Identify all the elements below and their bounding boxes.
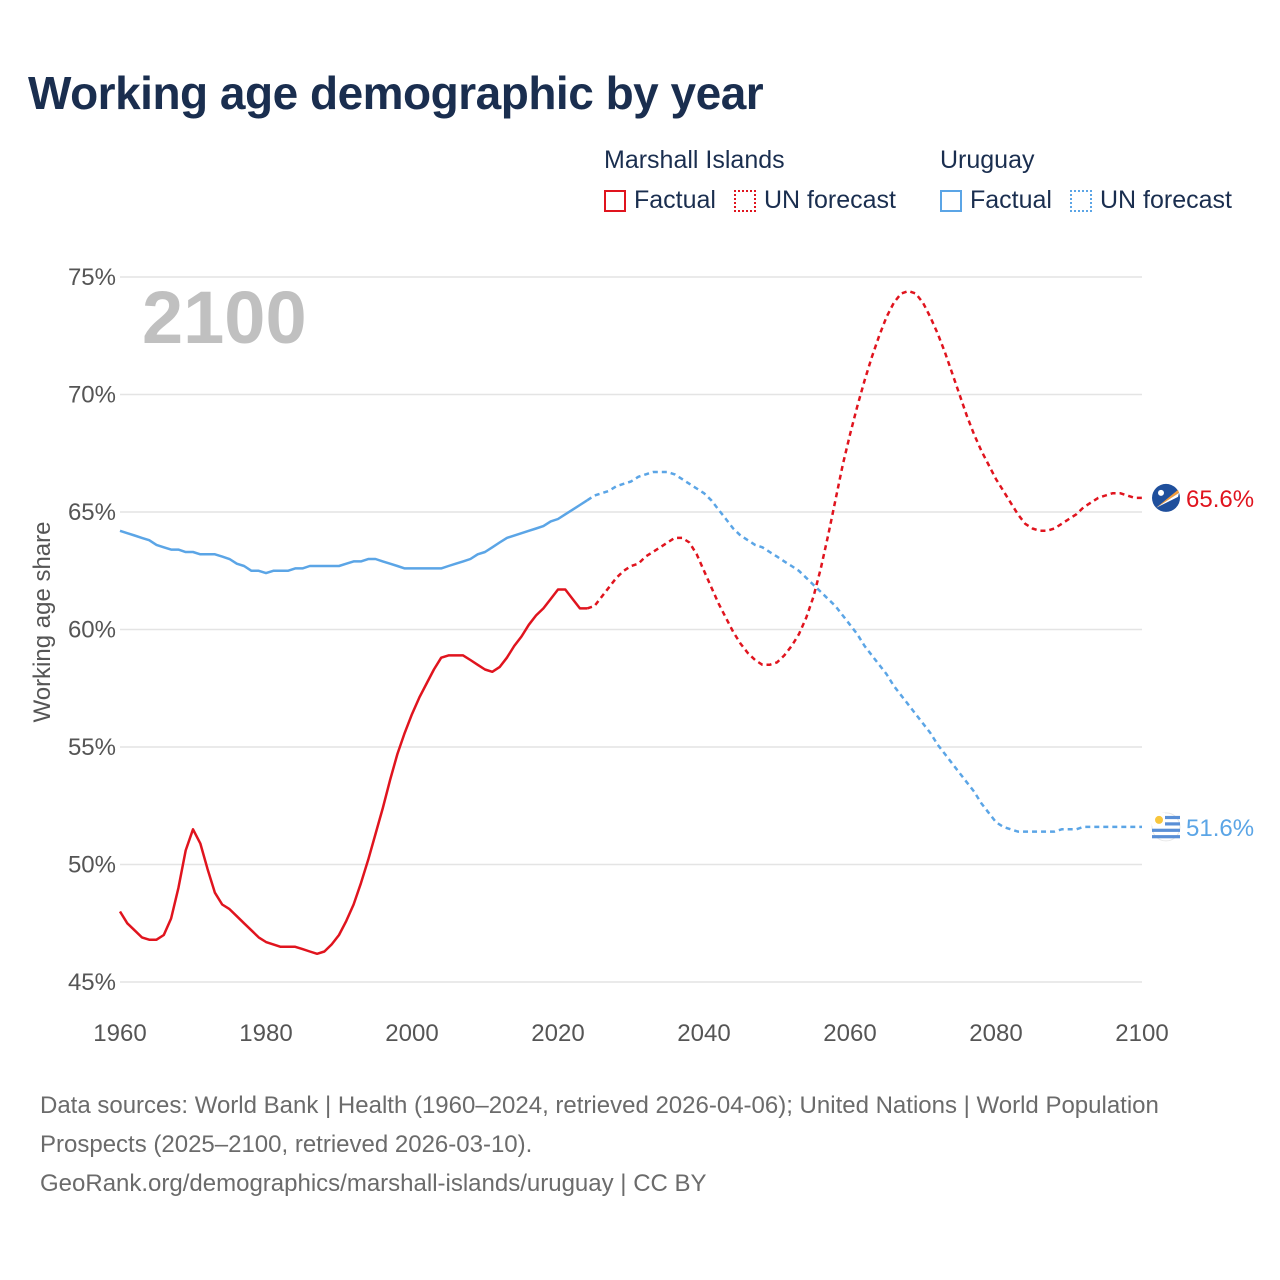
y-axis-label: Working age share — [29, 522, 56, 723]
legend-label: Factual — [970, 186, 1052, 214]
legend-uruguay[interactable]: Uruguay Factual UN forecast — [940, 144, 1250, 215]
x-tick-label: 1960 — [93, 1020, 146, 1047]
uruguay-flag-icon — [1151, 812, 1181, 842]
series-line-factual-0[interactable] — [118, 588, 588, 956]
end-value-label: 51.6% — [1186, 815, 1254, 842]
series-line-forecast-1[interactable] — [586, 470, 1142, 833]
legend-item-factual[interactable]: Factual — [604, 186, 716, 215]
legend-group-label: Uruguay — [940, 146, 1035, 174]
x-tick-label: 1980 — [239, 1020, 292, 1047]
legend-label: UN forecast — [763, 186, 896, 214]
legend-swatch-dotted — [733, 189, 756, 212]
y-tick-label: 45% — [68, 969, 116, 996]
legend-item-forecast[interactable]: UN forecast — [1069, 186, 1232, 215]
x-tick-label: 2080 — [969, 1020, 1022, 1047]
x-tick-label: 2060 — [823, 1020, 876, 1047]
series-line-factual-1[interactable] — [119, 499, 588, 575]
x-tick-label: 2040 — [677, 1020, 730, 1047]
x-tick-label: 2020 — [531, 1020, 584, 1047]
x-tick-label: 2000 — [385, 1020, 438, 1047]
y-tick-label: 70% — [68, 382, 116, 409]
marshall-islands-flag-icon — [1152, 483, 1180, 512]
source-url[interactable]: GeoRank.org/demographics/marshall-island… — [40, 1170, 707, 1197]
series-line-forecast-0[interactable] — [586, 289, 1142, 667]
y-tick-label: 75% — [68, 264, 116, 291]
legend-swatch-solid — [940, 189, 962, 212]
y-tick-label: 55% — [68, 734, 116, 761]
year-watermark: 2100 — [142, 276, 307, 359]
legend-item-forecast[interactable]: UN forecast — [733, 186, 896, 215]
legend-item-factual[interactable]: Factual — [940, 186, 1052, 215]
x-tick-label: 2100 — [1115, 1020, 1168, 1047]
footer: Data sources: World Bank | Health (1960–… — [40, 1086, 1240, 1203]
y-tick-label: 65% — [68, 499, 116, 526]
legend-label: Factual — [634, 186, 716, 214]
legend-marshall-islands[interactable]: Marshall Islands Factual UN forecast — [604, 144, 914, 215]
legend-swatch-solid — [604, 189, 626, 212]
data-sources: Data sources: World Bank | Health (1960–… — [40, 1092, 1159, 1158]
legend-group-label: Marshall Islands — [604, 146, 785, 174]
y-tick-label: 50% — [68, 852, 116, 879]
legend-swatch-dotted — [1069, 189, 1092, 212]
y-tick-label: 60% — [68, 617, 116, 644]
legend-label: UN forecast — [1099, 186, 1232, 214]
page-title: Working age demographic by year — [28, 67, 764, 119]
end-value-label: 65.6% — [1186, 486, 1254, 513]
